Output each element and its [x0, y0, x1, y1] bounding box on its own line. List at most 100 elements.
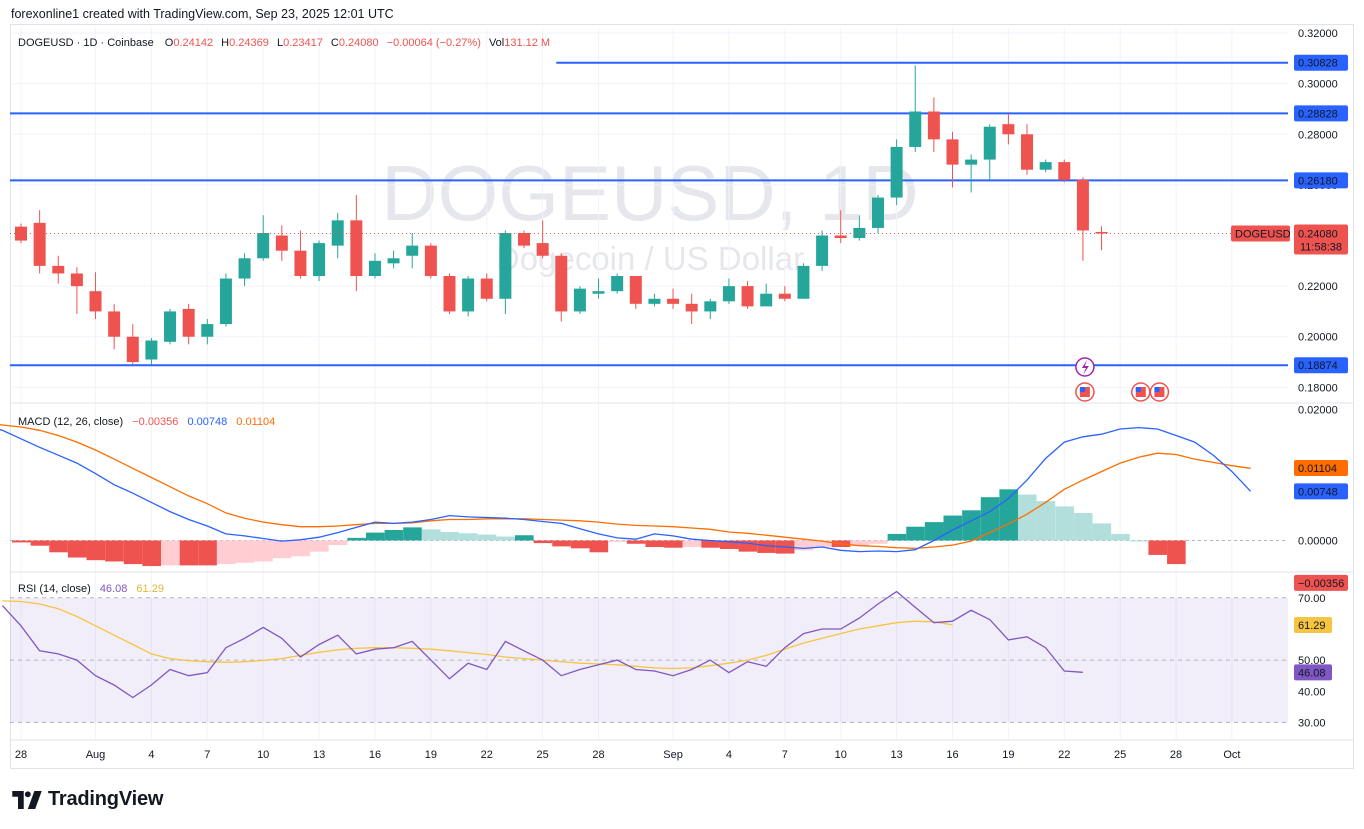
macd-histogram-bar: [12, 540, 31, 543]
macd-histogram-bar: [86, 540, 106, 561]
level-price-tag: [1294, 105, 1348, 122]
candle-body: [462, 278, 475, 312]
candle-body: [368, 260, 381, 276]
candle-body: [275, 235, 288, 251]
time-tick-label: 28: [592, 749, 604, 761]
candle-body: [741, 286, 754, 307]
macd-value-label: 0.00748: [1298, 486, 1338, 498]
rsi-tick-label: 70.00: [1298, 593, 1326, 605]
candle-body: [108, 311, 121, 337]
macd-histogram-bar: [533, 540, 553, 544]
time-tick-label: Aug: [86, 749, 106, 761]
candle-body: [611, 276, 624, 292]
macd-histogram-bar: [1073, 512, 1093, 541]
macd-pane: [0, 424, 1288, 567]
macd-histogram-bar: [384, 529, 404, 541]
candle-body: [350, 220, 363, 276]
level-price-label: 0.18874: [1298, 360, 1338, 372]
candle-body: [480, 278, 493, 299]
macd-histogram-bar: [570, 540, 590, 549]
time-tick-label: 25: [1114, 749, 1126, 761]
macd-histogram-bar: [868, 540, 888, 544]
candle-body: [499, 232, 512, 299]
macd-histogram-bar: [924, 522, 944, 541]
open-value: 0.24142: [173, 37, 213, 49]
time-axis[interactable]: 28 Aug 4 7 10 13 16 19 22 25 28 Sep 4 7 10 13 16 19 22 25 28…: [15, 749, 1241, 761]
tradingview-logo-icon: [12, 790, 42, 809]
macd-histogram-bar: [1148, 540, 1168, 555]
level-price-tag: [1294, 357, 1348, 374]
candle-body: [1076, 179, 1089, 231]
candle-body: [760, 293, 773, 307]
macd-histogram-bar: [515, 535, 534, 541]
macd-histogram-bar: [142, 540, 162, 567]
macd-histogram-bar: [1018, 494, 1037, 541]
macd-title: MACD (12, 26, close): [18, 416, 123, 428]
macd-signal-line: [0, 424, 1251, 550]
candle-body: [70, 273, 83, 287]
macd-histogram-bar: [887, 533, 907, 541]
candle-body: [778, 293, 791, 299]
rsi-title: RSI (14, close): [18, 583, 91, 595]
time-tick-label: 25: [537, 749, 549, 761]
time-tick-label: 16: [369, 749, 381, 761]
macd-line-value: 0.00748: [187, 416, 227, 428]
candle-body: [946, 139, 959, 165]
level-price-label: 0.30828: [1298, 58, 1338, 70]
macd-histogram-bar: [738, 540, 758, 552]
macd-tick-label: 0.02000: [1298, 404, 1338, 416]
rsi-pane: [1, 590, 1288, 723]
price-tick-label: 0.30000: [1298, 79, 1338, 91]
macd-histogram-bar: [365, 532, 385, 541]
macd-histogram-bar: [179, 540, 199, 566]
candle-body: [126, 336, 139, 363]
horizontal-levels[interactable]: [10, 61, 1288, 367]
candle-body: [257, 232, 270, 259]
close-value: 0.24080: [339, 37, 379, 49]
time-tick-label: Sep: [663, 749, 683, 761]
rsi-value-label: 61.29: [1298, 620, 1326, 632]
macd-histogram-bar: [1092, 523, 1112, 541]
us-flag-canton-icon: [1154, 387, 1160, 392]
candle-body: [1002, 124, 1015, 135]
tradingview-logo[interactable]: TradingView: [12, 788, 163, 811]
macd-histogram-bar: [1129, 540, 1149, 542]
candle-body: [424, 245, 437, 276]
candle-body: [1095, 231, 1108, 234]
volume-value: 131.12 M: [504, 37, 550, 49]
candle-body: [145, 340, 158, 360]
candle-body: [816, 235, 829, 266]
main-legend: DOGEUSD · 1D · Coinbase O0.24142 H0.2436…: [18, 37, 550, 49]
macd-histogram-bar: [477, 534, 497, 541]
candle-body: [722, 286, 735, 302]
macd-histogram-bar: [943, 515, 963, 541]
time-tick-label: 19: [425, 749, 437, 761]
time-tick-label: 22: [481, 749, 493, 761]
candle-body: [518, 232, 531, 246]
macd-histogram-bar: [49, 540, 68, 553]
macd-histogram-bar: [440, 531, 460, 541]
close-label: C: [331, 37, 339, 49]
macd-histogram-bar: [421, 529, 441, 541]
macd-histogram-bar: [682, 540, 702, 548]
rsi-tick-label: 40.00: [1298, 686, 1326, 698]
macd-histogram-bar: [216, 540, 236, 565]
countdown-label: 11:58:38: [1300, 241, 1342, 253]
macd-line: [0, 426, 1252, 553]
macd-histogram-bar: [999, 489, 1018, 541]
open-label: O: [165, 37, 174, 49]
us-flag-canton-icon: [1079, 387, 1085, 392]
time-tick-label: 7: [782, 749, 788, 761]
level-price-tag: [1294, 172, 1348, 189]
candle-body: [704, 301, 717, 312]
macd-histogram-bar: [701, 540, 720, 548]
macd-histogram-bar: [291, 540, 311, 557]
event-markers[interactable]: [1075, 357, 1170, 402]
candle-body: [573, 288, 586, 312]
price-axis[interactable]: 0.320000.300000.280000.260000.220000.200…: [1231, 28, 1348, 729]
change-value: −0.00064 (−0.27%): [387, 37, 481, 49]
time-tick-label: 19: [1002, 749, 1014, 761]
candle-body: [33, 222, 46, 266]
candle-body: [238, 258, 251, 279]
